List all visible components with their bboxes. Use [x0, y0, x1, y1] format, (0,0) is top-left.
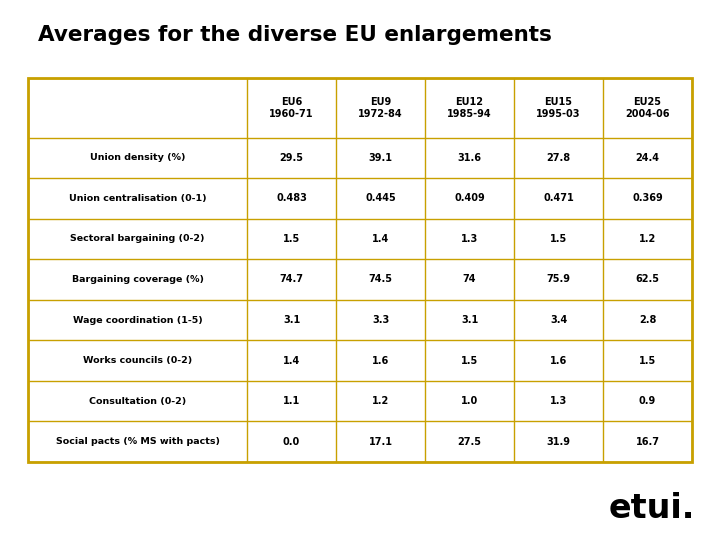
Text: 3.1: 3.1 [461, 315, 478, 325]
Text: 1.1: 1.1 [283, 396, 300, 406]
Text: 0.9: 0.9 [639, 396, 656, 406]
Text: 1.5: 1.5 [283, 234, 300, 244]
Text: 16.7: 16.7 [636, 437, 660, 447]
Text: Bargaining coverage (%): Bargaining coverage (%) [71, 275, 204, 284]
Text: Union centralisation (0-1): Union centralisation (0-1) [68, 194, 207, 203]
Text: 1.4: 1.4 [283, 356, 300, 366]
Text: Social pacts (% MS with pacts): Social pacts (% MS with pacts) [55, 437, 220, 446]
Text: 74.5: 74.5 [369, 274, 392, 285]
Text: 3.1: 3.1 [283, 315, 300, 325]
Text: 0.471: 0.471 [543, 193, 574, 204]
Text: 62.5: 62.5 [636, 274, 660, 285]
Text: 1.2: 1.2 [639, 234, 656, 244]
Text: 1.4: 1.4 [372, 234, 390, 244]
Text: 31.6: 31.6 [458, 153, 482, 163]
Text: 27.5: 27.5 [458, 437, 482, 447]
Text: 1.3: 1.3 [461, 234, 478, 244]
Text: 1.0: 1.0 [461, 396, 478, 406]
Text: 1.5: 1.5 [550, 234, 567, 244]
Text: 17.1: 17.1 [369, 437, 392, 447]
Text: 0.369: 0.369 [632, 193, 663, 204]
Text: 1.6: 1.6 [550, 356, 567, 366]
Text: 29.5: 29.5 [279, 153, 304, 163]
Text: Averages for the diverse EU enlargements: Averages for the diverse EU enlargements [38, 25, 552, 45]
Text: 0.445: 0.445 [365, 193, 396, 204]
Text: 1.3: 1.3 [550, 396, 567, 406]
Text: 1.6: 1.6 [372, 356, 390, 366]
Text: 39.1: 39.1 [369, 153, 392, 163]
Text: 31.9: 31.9 [546, 437, 570, 447]
Text: 0.483: 0.483 [276, 193, 307, 204]
Text: 74: 74 [463, 274, 477, 285]
Text: Wage coordination (1-5): Wage coordination (1-5) [73, 315, 202, 325]
Text: Consultation (0-2): Consultation (0-2) [89, 397, 186, 406]
Text: 0.409: 0.409 [454, 193, 485, 204]
Text: 1.5: 1.5 [639, 356, 656, 366]
Text: Works councils (0-2): Works councils (0-2) [83, 356, 192, 365]
Text: Sectoral bargaining (0-2): Sectoral bargaining (0-2) [71, 234, 204, 244]
Text: 27.8: 27.8 [546, 153, 570, 163]
Text: 1.2: 1.2 [372, 396, 390, 406]
Text: 74.7: 74.7 [279, 274, 304, 285]
Text: 0.0: 0.0 [283, 437, 300, 447]
Text: etui.: etui. [608, 492, 695, 525]
Text: 2.8: 2.8 [639, 315, 656, 325]
Text: EU6
1960-71: EU6 1960-71 [269, 97, 314, 119]
Text: 75.9: 75.9 [546, 274, 570, 285]
Text: Union density (%): Union density (%) [90, 153, 185, 163]
Text: EU15
1995-03: EU15 1995-03 [536, 97, 581, 119]
Text: EU12
1985-94: EU12 1985-94 [447, 97, 492, 119]
Text: 1.5: 1.5 [461, 356, 478, 366]
Text: 3.3: 3.3 [372, 315, 390, 325]
Text: 24.4: 24.4 [636, 153, 660, 163]
Text: 3.4: 3.4 [550, 315, 567, 325]
Text: EU9
1972-84: EU9 1972-84 [359, 97, 403, 119]
Text: EU25
2004-06: EU25 2004-06 [625, 97, 670, 119]
